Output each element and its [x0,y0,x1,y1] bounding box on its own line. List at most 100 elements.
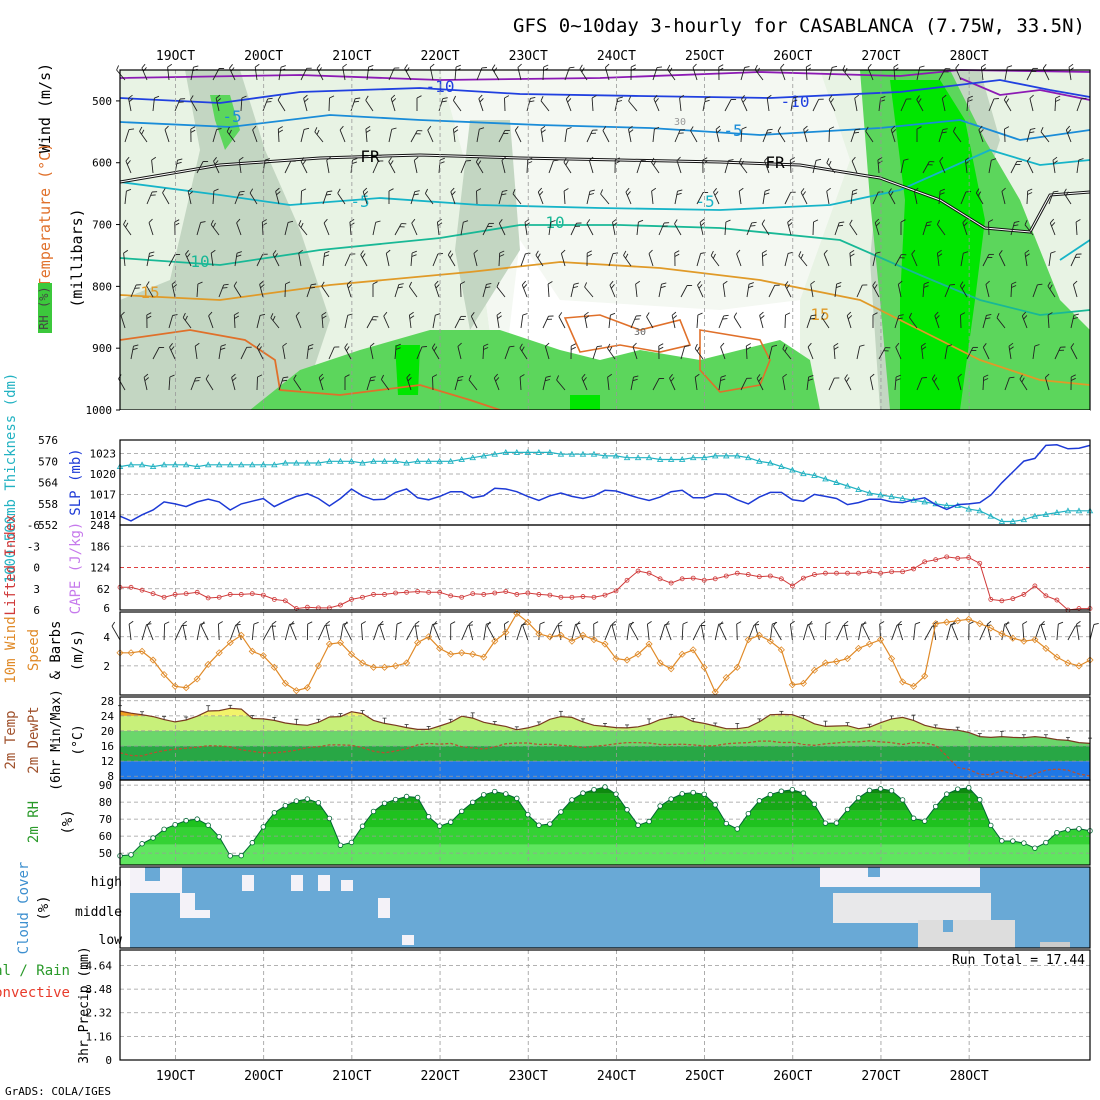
wind-barb [406,625,415,641]
lifted-index-point [426,589,432,595]
top-date-label: 28OCT [950,49,989,64]
wind-barb-flag [234,315,240,319]
wind-barb [300,161,308,174]
thickness-point [866,489,873,496]
wind-barb-flag [617,96,623,99]
wind-barb-flag [388,188,394,192]
lifted-index-point [580,594,586,599]
wind-barb-flag [411,218,416,224]
wind-barb-flag [874,218,880,223]
rh-point [855,795,862,801]
lifted-index-point [1054,597,1060,603]
wind-barb-flag [826,158,830,164]
wind-barb [982,315,987,329]
wind-barb [872,253,877,267]
wind-barb-flag [713,188,717,193]
wind-barb [658,222,665,236]
wind-barb [427,129,434,143]
rh-shade-mid [120,70,330,410]
wind-barb-flag [631,64,636,68]
wind-barb-flag [748,282,754,285]
wind-barb-flag [347,284,353,289]
wind-barb [432,315,436,329]
wind-barb-flag [404,64,408,69]
precip-panel: Run Total = 17.4401.162.323.484.64Total … [0,946,1091,1067]
wind-barb-flag [750,225,756,227]
wind-barb [271,624,275,641]
wind-barb-flag [640,159,647,162]
lifted-index-point [569,594,575,600]
wind-barb-flag [923,281,929,285]
rh-point [999,838,1005,844]
wind-barb [777,130,786,143]
wind-barb [565,98,572,112]
wind-barb-flag [521,346,525,352]
wind-barb [123,224,132,236]
wind-barb-flag [352,161,358,165]
wind-barb-flag [977,191,982,197]
wind-barb [185,254,192,267]
rh-point [955,786,961,792]
wind-barb [773,625,782,641]
panel-frame [119,949,1091,1061]
wind-barb [738,191,742,205]
wind-barb-flag [1055,95,1061,99]
wind-barb [659,624,666,641]
wind-barb [878,98,882,112]
wind-barb-flag [1047,312,1053,316]
wind-barb [483,624,487,641]
wind-barb-flag [615,157,620,161]
wind-barb [966,347,974,360]
wind-barb-flag [609,346,613,352]
wind-barb [623,255,632,267]
rh-point [668,796,674,802]
wind-barb-flag [792,99,798,103]
wind-barb-flag [1078,158,1084,161]
wind-barb-flag [700,620,706,625]
isotherm-line [119,69,1091,81]
wind-barb [733,316,742,329]
wind-barb-flag [142,67,147,72]
wind-barb [298,224,308,236]
wind-barb-flag [1024,249,1030,254]
isotherm-label: -5 [723,121,742,140]
wind-barb [922,161,930,174]
wind-barb-flag [146,312,152,316]
wind-barb-flag [561,249,566,254]
wind-barb-flag [556,375,560,381]
wind-barb-flag [463,220,469,223]
wind-speed-point [204,660,212,668]
lifted-index-point [834,570,839,576]
wind-barb [366,67,370,81]
wind-barb [298,253,302,267]
wind-speed-point [667,665,675,673]
wind-barb-flag [1003,95,1008,101]
wind-barb [148,222,154,236]
wind-barb [1024,253,1028,267]
y-axis-label: (6hr Min/Max) [49,689,64,791]
wind-barb-flag [190,129,196,133]
wind-barb [503,624,507,641]
wind-barb [306,284,312,298]
thickness-point [1020,516,1028,523]
wind-barb-flag [535,250,539,256]
wind-speed-point [965,615,973,623]
wind-barb [538,623,541,641]
wind-barb [998,254,1006,267]
wind-barb-flag [519,374,525,378]
rh-point [337,842,344,848]
wind-barb [756,378,764,391]
bottom-date-label: 23OCT [509,1069,548,1084]
wind-barb-flag [200,621,205,626]
wind-barb [966,97,969,112]
wind-barb [1040,131,1050,143]
wind-barb [542,66,545,81]
wind-barb [454,377,459,391]
wind-barb-flag [798,251,802,257]
wind-barb [1026,129,1031,143]
wind-barb-flag [430,63,435,68]
wind-barb-flag [154,95,160,99]
wind-barb [379,624,385,641]
wind-barb [146,253,150,267]
wind-barb-flag [1029,94,1034,99]
